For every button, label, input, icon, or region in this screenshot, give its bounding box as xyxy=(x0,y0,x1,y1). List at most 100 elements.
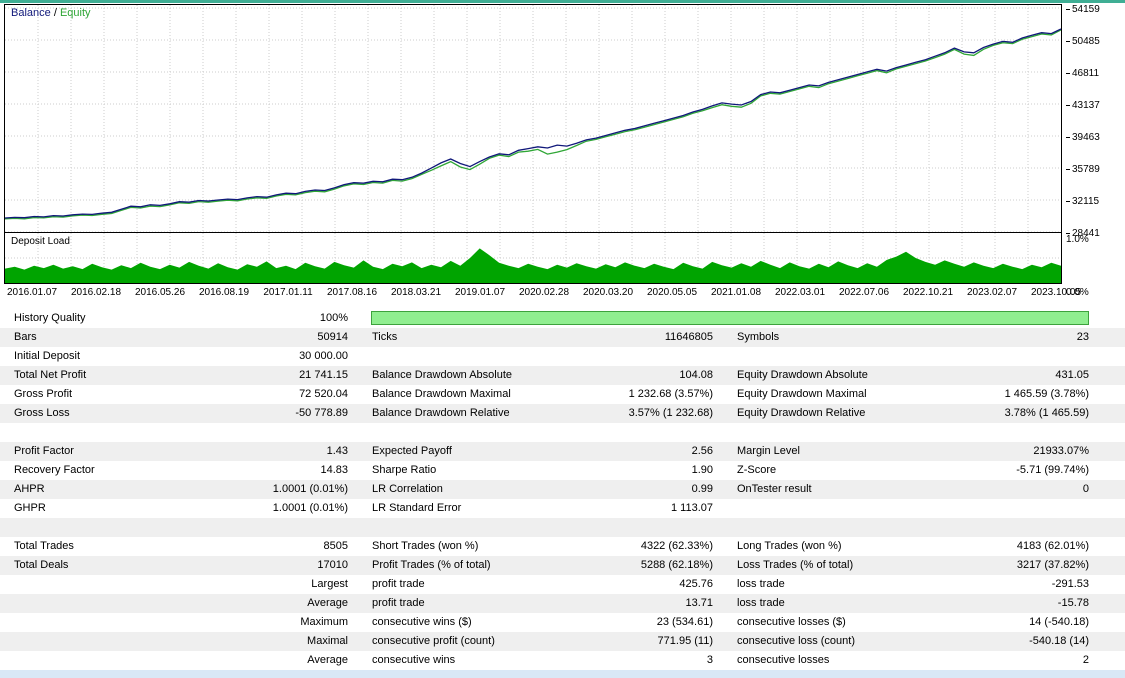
chart-legend: Balance / Equity xyxy=(11,7,91,19)
stat-value-1: 8505 xyxy=(323,540,348,552)
stat-label-1: History Quality xyxy=(14,312,86,324)
x-axis-date-label: 2023.02.07 xyxy=(966,287,1018,298)
stat-value-2: 1.90 xyxy=(691,464,713,476)
deposit-load-canvas xyxy=(5,233,1061,283)
stat-value-2: 0.99 xyxy=(691,483,713,495)
legend-balance-label: Balance xyxy=(11,7,51,19)
stat-label-2: Profit Trades (% of total) xyxy=(372,559,491,571)
x-axis-date-label: 2020.05.05 xyxy=(646,287,698,298)
stat-label-2: profit trade xyxy=(372,578,425,590)
stat-value-1: -50 778.89 xyxy=(295,407,348,419)
stat-label-3: Loss Trades (% of total) xyxy=(737,559,854,571)
stat-label-2: consecutive wins xyxy=(372,654,456,666)
stat-label-3: Symbols xyxy=(737,331,780,343)
deposit-load-chart[interactable]: Deposit Load xyxy=(4,232,1062,284)
x-axis-date-label: 2016.08.19 xyxy=(198,287,250,298)
stat-value-2: 3.57% (1 232.68) xyxy=(628,407,713,419)
stat-value-2: 4322 (62.33%) xyxy=(640,540,713,552)
stat-label-3: loss trade xyxy=(737,597,785,609)
stat-value-2: 2.56 xyxy=(691,445,713,457)
x-axis-date-label: 2016.02.18 xyxy=(70,287,122,298)
x-axis-date-label: 2017.08.16 xyxy=(326,287,378,298)
stats-row: Profit Factor 1.43 Expected Payoff 2.56 Marg… xyxy=(0,442,1125,461)
x-axis-date-label: 2018.03.21 xyxy=(390,287,442,298)
stat-value-1: 30 000.00 xyxy=(299,350,348,362)
x-axis-date-label: 2020.02.28 xyxy=(518,287,570,298)
stats-row: Total Trades 8505 Short Trades (won %) 4322… xyxy=(0,537,1125,556)
x-axis-date-label: 2022.03.01 xyxy=(774,287,826,298)
stat-value-3: 23 xyxy=(1076,331,1089,343)
stat-value-1: Average xyxy=(307,597,348,609)
stat-value-3: 21933.07% xyxy=(1033,445,1089,457)
y-axis-tick: 46811 xyxy=(1066,69,1099,79)
stat-value-3: 0 xyxy=(1082,483,1089,495)
stats-row: Recovery Factor 14.83 Sharpe Ratio 1.90 Z-Sc… xyxy=(0,461,1125,480)
stat-value-1: 1.0001 (0.01%) xyxy=(272,483,348,495)
stat-label-2: Balance Drawdown Maximal xyxy=(372,388,511,400)
stat-value-3: -291.53 xyxy=(1051,578,1089,590)
stat-label-3: Z-Score xyxy=(737,464,777,476)
stats-row: Average profit trade 13.71 loss trade -15.78 xyxy=(0,594,1125,613)
stat-label-1: Total Trades xyxy=(14,540,74,552)
stats-row: Gross Loss -50 778.89 Balance Drawdown Rel… xyxy=(0,404,1125,423)
stat-label-2: consecutive wins ($) xyxy=(372,616,472,628)
x-axis-date-label: 2023.10.05 xyxy=(1030,287,1082,298)
stat-value-2: 771.95 (11) xyxy=(657,635,713,647)
legend-equity-label: Equity xyxy=(59,7,91,19)
stats-row xyxy=(0,423,1125,442)
stat-label-1: Initial Deposit xyxy=(14,350,81,362)
y-axis-tick: 32115 xyxy=(1066,197,1099,207)
stat-value-3: -540.18 (14) xyxy=(1029,635,1089,647)
stat-value-2: 5288 (62.18%) xyxy=(640,559,713,571)
stat-value-2: 3 xyxy=(706,654,713,666)
stat-value-2: 1 232.68 (3.57%) xyxy=(628,388,713,400)
stat-label-3: consecutive losses ($) xyxy=(737,616,846,628)
stat-value-1: 1.43 xyxy=(326,445,348,457)
stat-value-3: 3.78% (1 465.59) xyxy=(1004,407,1089,419)
stat-value-2: 425.76 xyxy=(679,578,713,590)
deposit-axis-max-label: 1.0% xyxy=(1066,234,1089,245)
stat-label-2: profit trade xyxy=(372,597,425,609)
stat-value-2: 104.08 xyxy=(679,369,713,381)
stat-label-2: Balance Drawdown Absolute xyxy=(372,369,513,381)
stat-value-3: -15.78 xyxy=(1057,597,1089,609)
stat-value-1: Largest xyxy=(311,578,348,590)
y-axis-tick: 35789 xyxy=(1066,165,1100,175)
stat-label-1: Gross Profit xyxy=(14,388,73,400)
stat-label-3: Equity Drawdown Relative xyxy=(737,407,866,419)
stat-value-1: 14.83 xyxy=(320,464,348,476)
stat-label-2: Sharpe Ratio xyxy=(372,464,437,476)
deposit-axis-min-label: 0.0% xyxy=(1066,287,1089,298)
stat-value-3: 4183 (62.01%) xyxy=(1016,540,1089,552)
stat-value-2: 1 113.07 xyxy=(670,502,713,514)
deposit-load-label: Deposit Load xyxy=(11,236,70,247)
stats-row: Maximum consecutive wins ($) 23 (534.61) co… xyxy=(0,613,1125,632)
stat-label-1: Recovery Factor xyxy=(14,464,95,476)
stats-row xyxy=(0,518,1125,537)
x-axis-date-label: 2019.01.07 xyxy=(454,287,506,298)
stats-row: Maximal consecutive profit (count) 771.95 … xyxy=(0,632,1125,651)
stat-label-3: Long Trades (won %) xyxy=(737,540,842,552)
stat-label-3: loss trade xyxy=(737,578,785,590)
stat-label-3: OnTester result xyxy=(737,483,812,495)
x-axis-date-label: 2021.01.08 xyxy=(710,287,762,298)
stat-value-1: Average xyxy=(307,654,348,666)
stat-label-2: consecutive profit (count) xyxy=(372,635,495,647)
x-axis-date-label: 2016.05.26 xyxy=(134,287,186,298)
x-axis-labels: 2016.01.07 2016.02.18 2016.05.26 2016.08.19… xyxy=(4,287,1081,300)
stat-value-1: 17010 xyxy=(317,559,348,571)
stats-row: History Quality 100% xyxy=(0,309,1125,328)
stat-label-1: Total Net Profit xyxy=(14,369,87,381)
stat-label-2: Ticks xyxy=(372,331,398,343)
stat-label-2: Balance Drawdown Relative xyxy=(372,407,510,419)
stats-table: History Quality 100% Bars 50914 Ticks 1164680… xyxy=(0,309,1125,670)
stat-label-3: Equity Drawdown Maximal xyxy=(737,388,867,400)
stat-value-1: 100% xyxy=(319,312,348,324)
y-axis-tick: 54159 xyxy=(1066,5,1100,15)
stat-value-1: 72 520.04 xyxy=(299,388,348,400)
stats-row: Average consecutive wins 3 consecutive loss… xyxy=(0,651,1125,670)
legend-separator: / xyxy=(50,7,60,19)
balance-equity-chart[interactable]: Balance / Equity xyxy=(4,4,1062,233)
x-axis-date-label: 2016.01.07 xyxy=(6,287,58,298)
